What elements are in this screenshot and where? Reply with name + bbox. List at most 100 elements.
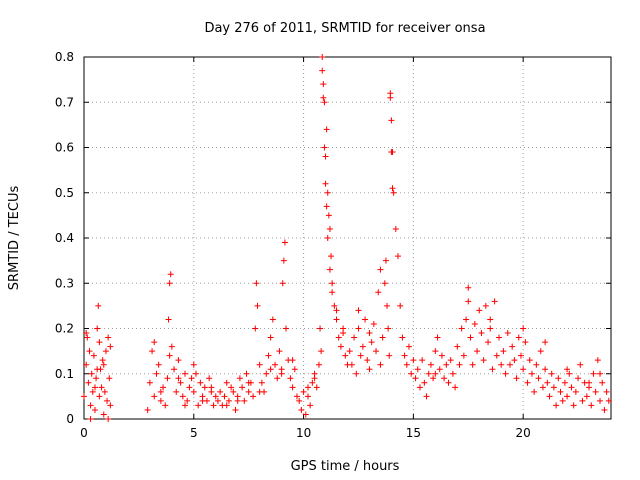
data-point <box>105 416 112 422</box>
data-point <box>166 280 173 287</box>
data-point <box>250 393 257 400</box>
data-point <box>366 366 373 373</box>
data-point <box>223 402 230 409</box>
data-point <box>542 339 549 346</box>
data-point <box>544 379 551 386</box>
data-point <box>454 343 461 350</box>
data-point <box>243 370 250 377</box>
data-point <box>482 302 489 309</box>
data-point <box>537 348 544 355</box>
data-point <box>524 379 531 386</box>
data-point <box>267 334 274 341</box>
data-point <box>399 334 406 341</box>
data-point <box>432 370 439 377</box>
data-point <box>427 361 434 368</box>
ticks <box>83 56 611 420</box>
data-point <box>592 388 599 395</box>
data-point <box>359 343 366 350</box>
data-point <box>149 348 156 355</box>
data-point <box>419 357 426 364</box>
data-point <box>278 370 285 377</box>
data-point <box>575 375 582 382</box>
y-tick-label: 0.8 <box>55 50 74 64</box>
data-point <box>397 302 404 309</box>
data-point <box>197 379 204 386</box>
data-point <box>293 393 300 400</box>
data-point <box>304 384 311 391</box>
data-point <box>599 379 606 386</box>
data-point <box>605 397 612 404</box>
data-point <box>362 316 369 323</box>
data-point <box>566 370 573 377</box>
data-point <box>423 393 430 400</box>
data-point <box>230 388 237 395</box>
data-point <box>283 325 290 332</box>
data-point <box>425 370 432 377</box>
data-point <box>100 361 107 368</box>
data-point <box>88 370 95 377</box>
y-tick-label: 0.6 <box>55 141 74 155</box>
data-point <box>498 361 505 368</box>
data-point <box>469 361 476 368</box>
data-point <box>173 388 180 395</box>
x-tick-label: 10 <box>296 426 311 440</box>
data-point <box>179 393 186 400</box>
data-point <box>405 343 412 350</box>
data-point <box>377 266 384 273</box>
data-point <box>236 375 243 382</box>
chart-title: Day 276 of 2011, SRMTID for receiver ons… <box>204 21 485 36</box>
data-point <box>281 239 288 246</box>
data-point <box>321 99 328 106</box>
data-point <box>342 352 349 359</box>
data-point <box>165 316 172 323</box>
data-point <box>175 375 182 382</box>
data-point <box>570 402 577 409</box>
data-point <box>388 117 395 124</box>
data-point <box>603 388 610 395</box>
x-tick-label: 0 <box>80 426 88 440</box>
data-point <box>324 235 331 241</box>
data-point <box>337 343 344 350</box>
data-point <box>471 320 478 327</box>
data-point <box>513 375 520 382</box>
data-point <box>177 379 184 386</box>
data-point <box>325 212 332 219</box>
data-point <box>480 357 487 364</box>
y-tick-label: 0.3 <box>55 276 74 290</box>
data-point <box>385 325 392 332</box>
data-point <box>539 384 546 391</box>
data-point <box>561 379 568 386</box>
data-point <box>96 339 103 346</box>
data-point <box>155 361 162 368</box>
data-point <box>500 348 507 355</box>
data-point <box>253 280 260 287</box>
data-point <box>438 352 445 359</box>
data-point <box>474 348 481 355</box>
data-point <box>263 370 270 377</box>
data-point <box>256 388 263 395</box>
data-point <box>410 357 417 364</box>
data-point <box>414 366 421 373</box>
data-point <box>333 316 340 323</box>
data-point <box>298 406 305 413</box>
data-point <box>487 316 494 323</box>
data-point <box>94 325 101 332</box>
data-point <box>192 370 199 377</box>
x-axis-label: GPS time / hours <box>291 459 400 474</box>
data-point <box>322 180 329 187</box>
y-tick-label: 0.7 <box>55 95 74 109</box>
data-point <box>416 384 423 391</box>
data-point <box>245 379 252 386</box>
data-point <box>258 379 265 386</box>
data-point <box>228 384 235 391</box>
x-tick-label: 15 <box>406 426 421 440</box>
data-point <box>504 330 511 337</box>
data-point <box>323 126 330 133</box>
data-point <box>412 375 419 382</box>
data-point <box>586 379 593 386</box>
data-point <box>379 334 386 341</box>
data-point <box>502 370 509 377</box>
data-point <box>493 352 500 359</box>
data-point <box>162 402 169 409</box>
data-point <box>583 393 590 400</box>
